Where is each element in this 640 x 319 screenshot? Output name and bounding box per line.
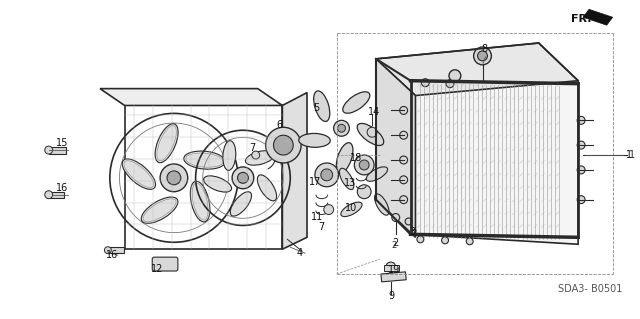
Text: 3: 3 [412, 229, 417, 238]
Ellipse shape [336, 143, 353, 173]
Circle shape [324, 204, 333, 214]
Text: 7: 7 [317, 222, 324, 233]
Circle shape [237, 172, 248, 183]
Ellipse shape [314, 91, 330, 122]
Text: 18: 18 [350, 153, 362, 163]
Text: 7: 7 [250, 143, 256, 153]
Circle shape [405, 218, 412, 225]
Text: 1: 1 [627, 150, 632, 160]
Polygon shape [282, 93, 307, 249]
Text: 3: 3 [410, 227, 415, 237]
Ellipse shape [257, 175, 276, 201]
Circle shape [357, 185, 371, 199]
Text: 8: 8 [481, 44, 488, 54]
Ellipse shape [245, 151, 275, 165]
Ellipse shape [204, 176, 232, 192]
Ellipse shape [141, 197, 178, 223]
Circle shape [442, 237, 449, 244]
Bar [49, 192, 65, 198]
Circle shape [315, 163, 339, 187]
Circle shape [160, 164, 188, 192]
Circle shape [266, 127, 301, 163]
Text: 19: 19 [388, 265, 400, 275]
Ellipse shape [230, 192, 252, 216]
Text: 15: 15 [56, 138, 68, 148]
Ellipse shape [223, 141, 236, 170]
Circle shape [321, 169, 333, 181]
Circle shape [400, 107, 408, 115]
Circle shape [477, 51, 488, 61]
Ellipse shape [122, 159, 156, 189]
Ellipse shape [366, 167, 388, 181]
Text: 10: 10 [345, 203, 358, 212]
Circle shape [400, 176, 408, 184]
Ellipse shape [343, 92, 370, 113]
Polygon shape [410, 66, 578, 244]
Circle shape [333, 120, 349, 136]
Circle shape [232, 167, 254, 189]
FancyBboxPatch shape [152, 257, 178, 271]
Text: 13: 13 [344, 178, 356, 188]
Circle shape [577, 141, 585, 149]
Circle shape [577, 166, 585, 174]
Text: 2: 2 [391, 241, 396, 250]
Circle shape [337, 124, 346, 132]
Ellipse shape [190, 181, 210, 222]
Circle shape [417, 236, 424, 243]
Bar [49, 147, 67, 154]
Polygon shape [376, 43, 578, 96]
Text: 16: 16 [106, 250, 118, 260]
Circle shape [167, 171, 181, 185]
Text: 4: 4 [296, 248, 302, 258]
Ellipse shape [339, 168, 354, 189]
Text: FR.: FR. [572, 14, 592, 24]
Circle shape [466, 238, 473, 245]
Circle shape [400, 131, 408, 139]
Polygon shape [583, 9, 612, 25]
Text: 1: 1 [629, 150, 636, 160]
Text: 2: 2 [392, 238, 399, 248]
Ellipse shape [341, 202, 362, 217]
Bar [108, 247, 124, 253]
Ellipse shape [155, 124, 178, 163]
Circle shape [392, 213, 400, 221]
Polygon shape [100, 89, 282, 106]
Circle shape [421, 79, 429, 87]
Circle shape [449, 70, 461, 82]
Circle shape [355, 155, 374, 175]
Circle shape [45, 146, 52, 154]
Circle shape [400, 156, 408, 164]
Circle shape [45, 191, 52, 199]
Bar [384, 265, 399, 271]
Circle shape [273, 135, 293, 155]
Text: 9: 9 [388, 291, 395, 301]
Ellipse shape [299, 133, 330, 147]
Circle shape [367, 127, 377, 137]
Circle shape [386, 262, 396, 272]
Circle shape [400, 196, 408, 204]
Text: 5: 5 [313, 103, 319, 114]
Text: 6: 6 [276, 120, 282, 130]
Text: 17: 17 [308, 177, 321, 187]
Circle shape [104, 247, 111, 254]
Circle shape [446, 80, 454, 88]
Text: 11: 11 [311, 212, 323, 222]
Text: SDA3- B0501: SDA3- B0501 [559, 284, 623, 294]
Circle shape [577, 196, 585, 204]
Polygon shape [376, 59, 415, 237]
Ellipse shape [374, 194, 389, 215]
Text: 16: 16 [56, 183, 68, 193]
Circle shape [252, 151, 260, 159]
Circle shape [474, 47, 492, 65]
Bar [381, 272, 406, 282]
Circle shape [577, 116, 585, 124]
Text: 14: 14 [368, 108, 380, 117]
Text: 12: 12 [151, 264, 163, 274]
Ellipse shape [184, 151, 225, 169]
Circle shape [359, 160, 369, 170]
Ellipse shape [357, 123, 384, 145]
